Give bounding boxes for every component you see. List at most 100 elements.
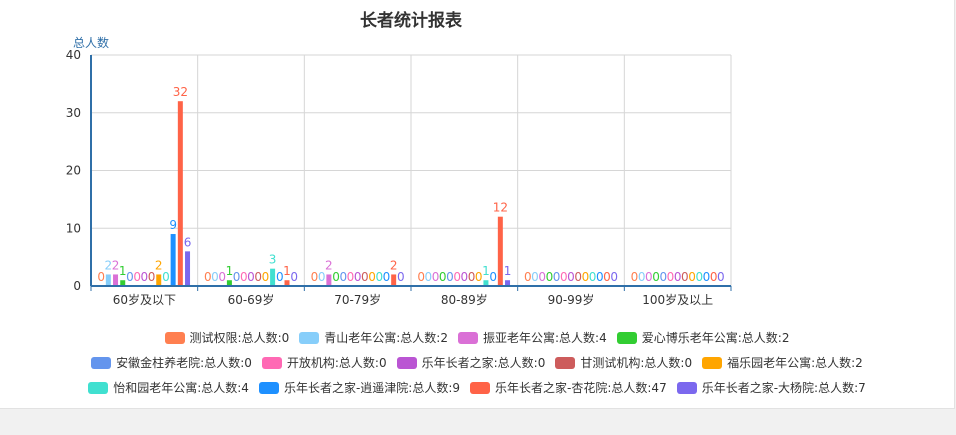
data-label: 0	[688, 270, 696, 284]
data-label: 9	[169, 218, 177, 232]
y-axis-label: 总人数	[73, 35, 109, 50]
data-label: 0	[383, 270, 391, 284]
data-label: 0	[667, 270, 675, 284]
data-label: 0	[524, 270, 532, 284]
legend-item[interactable]: 乐年长者之家-杏花院:总人数:47	[470, 379, 667, 396]
data-label: 0	[560, 270, 568, 284]
data-label: 1	[504, 264, 512, 278]
data-label: 0	[339, 270, 347, 284]
legend-label: 乐年长者之家-杏花院:总人数:47	[495, 381, 667, 395]
data-label: 0	[703, 270, 711, 284]
legend-swatch	[676, 381, 697, 394]
data-label: 0	[695, 270, 703, 284]
bar	[270, 268, 276, 286]
data-label: 0	[461, 270, 469, 284]
legend-label: 爱心博乐老年公寓:总人数:2	[641, 331, 790, 345]
legend-item[interactable]: 甘测试机构:总人数:0	[555, 354, 692, 371]
bar	[505, 280, 511, 286]
bar	[483, 280, 489, 286]
data-label: 2	[390, 258, 398, 272]
legend-label: 乐年长者之家-逍遥津院:总人数:9	[283, 381, 461, 395]
legend-label: 乐年长者之家:总人数:0	[421, 356, 546, 370]
x-tick-label: 90-99岁	[548, 292, 595, 307]
data-label: 6	[184, 235, 192, 249]
legend-item[interactable]: 开放机构:总人数:0	[261, 354, 387, 371]
data-label: 0	[218, 270, 226, 284]
x-tick-label: 80-89岁	[441, 292, 488, 307]
data-label: 0	[211, 270, 219, 284]
data-label: 0	[332, 270, 340, 284]
data-label: 0	[631, 270, 639, 284]
legend-label: 开放机构:总人数:0	[286, 356, 387, 370]
data-label: 0	[262, 270, 270, 284]
legend-item[interactable]: 乐年长者之家-逍遥津院:总人数:9	[258, 379, 461, 396]
legend-label: 安徽金柱养老院:总人数:0	[116, 356, 252, 370]
legend-item[interactable]: 青山老年公寓:总人数:2	[299, 329, 448, 346]
data-label: 0	[603, 270, 611, 284]
data-label: 0	[318, 270, 326, 284]
data-label: 0	[347, 270, 355, 284]
legend-label: 甘测试机构:总人数:0	[580, 356, 693, 370]
data-label: 0	[375, 270, 383, 284]
data-label: 0	[397, 270, 405, 284]
legend-item[interactable]: 安徽金柱养老院:总人数:0	[91, 354, 252, 371]
data-label: 0	[233, 270, 241, 284]
data-label: 1	[226, 264, 234, 278]
legend-item[interactable]: 爱心博乐老年公寓:总人数:2	[616, 329, 790, 346]
data-label: 0	[97, 270, 105, 284]
legend-item[interactable]: 怡和园老年公寓:总人数:4	[88, 379, 249, 396]
y-tick-label: 20	[66, 164, 81, 178]
data-label: 0	[538, 270, 546, 284]
data-label: 2	[112, 258, 120, 272]
legend-row: 安徽金柱养老院:总人数:0 开放机构:总人数:0 乐年长者之家:总人数:0 甘测试机构…	[0, 354, 954, 371]
legend-item[interactable]: 乐年长者之家-大杨院:总人数:7	[676, 379, 866, 396]
data-label: 0	[589, 270, 597, 284]
y-tick-label: 30	[66, 106, 81, 120]
bar	[185, 251, 191, 286]
chart-title: 长者统计报表	[360, 10, 463, 31]
data-label: 1	[283, 264, 291, 278]
chart-panel: 长者统计报表 总人数 0 2 2 1 0 0 0 0 2 0 9 32 6 0 0 0 1 0 0 0 0 0 3 0 1 0 0 0…	[0, 0, 955, 409]
data-label: 0	[681, 270, 689, 284]
legend-swatch	[258, 381, 279, 394]
data-label: 2	[155, 258, 163, 272]
data-label: 1	[119, 264, 127, 278]
legend-swatch	[470, 381, 491, 394]
bar	[391, 274, 397, 286]
data-label: 0	[247, 270, 255, 284]
data-label: 0	[659, 270, 667, 284]
data-label: 0	[674, 270, 682, 284]
y-tick-label: 40	[66, 48, 81, 62]
data-label: 0	[133, 270, 141, 284]
data-label: 0	[582, 270, 590, 284]
data-label: 0	[126, 270, 134, 284]
data-label: 0	[553, 270, 561, 284]
data-label: 0	[311, 270, 319, 284]
data-label: 2	[105, 258, 113, 272]
bars-layer	[105, 101, 511, 286]
data-label: 0	[240, 270, 248, 284]
x-tick-label: 70-79岁	[334, 292, 381, 307]
legend-swatch	[91, 356, 112, 369]
bar	[170, 234, 176, 286]
legend-item[interactable]: 乐年长者之家:总人数:0	[396, 354, 546, 371]
x-tick-label: 100岁及以上	[642, 292, 713, 307]
legend-label: 振亚老年公寓:总人数:4	[483, 331, 607, 345]
y-tick-label: 0	[73, 279, 81, 293]
legend-item[interactable]: 振亚老年公寓:总人数:4	[458, 329, 607, 346]
legend-label: 怡和园老年公寓:总人数:4	[113, 381, 249, 395]
bar	[177, 101, 183, 286]
data-label: 2	[325, 258, 333, 272]
legend-swatch	[555, 356, 576, 369]
legend-item[interactable]: 福乐园老年公寓:总人数:2	[702, 354, 863, 371]
legend-row: 测试权限:总人数:0 青山老年公寓:总人数:2 振亚老年公寓:总人数:4 爱心博乐老年…	[0, 329, 954, 346]
legend-swatch	[616, 331, 637, 344]
grid-layer	[91, 54, 732, 286]
legend-swatch	[458, 331, 478, 344]
data-label: 0	[354, 270, 362, 284]
bar	[284, 280, 290, 286]
data-label: 0	[596, 270, 604, 284]
legend-item[interactable]: 测试权限:总人数:0	[164, 329, 289, 346]
data-label: 0	[638, 270, 646, 284]
